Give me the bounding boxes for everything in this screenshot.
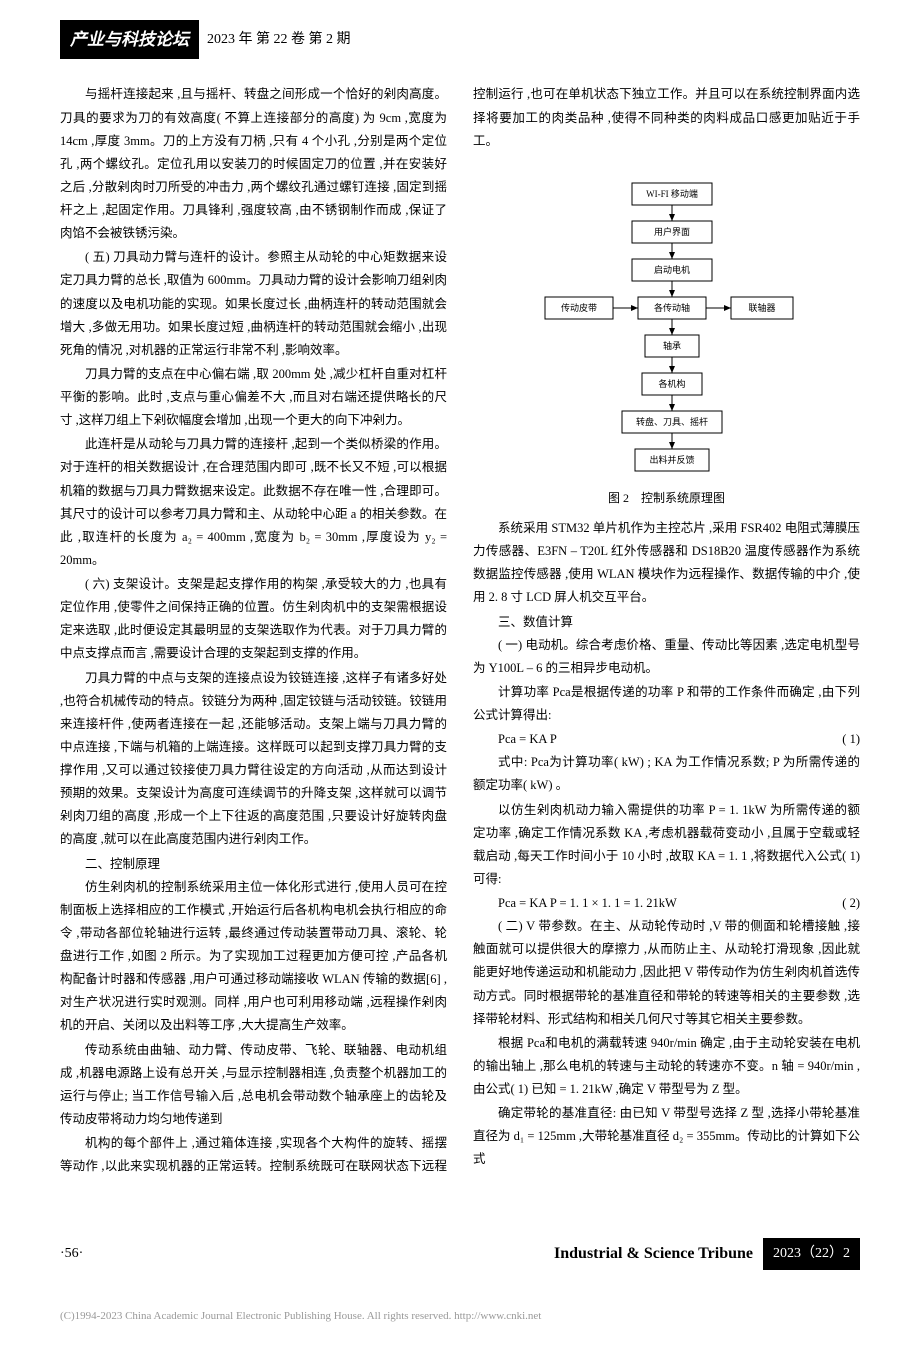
para: 与摇杆连接起来 ,且与摇杆、转盘之间形成一个恰好的剁肉高度。刀具的要求为刀的有效… xyxy=(60,83,447,245)
control-system-diagram: WI-FI 移动端用户界面启动电机传动皮带 各传动轴 联轴器轴承各机构转盘、刀具、摇… xyxy=(517,163,817,483)
page-header: 产业与科技论坛 2023 年 第 22 卷 第 2 期 xyxy=(60,20,860,59)
svg-text:各传动轴: 各传动轴 xyxy=(653,302,689,313)
equation-2: Pca = KA P = 1. 1 × 1. 1 = 1. 21kW ( 2) xyxy=(473,892,860,915)
para: ( 五) 刀具动力臂与连杆的设计。参照主从动轮的中心矩数据来设定刀具力臂的总长 … xyxy=(60,246,447,362)
equation-1-body: Pca = KA P xyxy=(473,728,557,751)
journal-name-cn: 产业与科技论坛 xyxy=(60,20,199,59)
para: 仿生剁肉机的控制系统采用主位一体化形式进行 ,使用人员可在控制面板上选择相应的工… xyxy=(60,876,447,1038)
svg-text:各机构: 各机构 xyxy=(658,378,685,389)
page-number: ·56· xyxy=(60,1241,83,1267)
svg-text:转盘、刀具、摇杆: 转盘、刀具、摇杆 xyxy=(635,416,707,427)
issue-info-cn: 2023 年 第 22 卷 第 2 期 xyxy=(207,27,351,53)
para: 根据 Pca和电机的满载转速 940r/min 确定 ,由于主动轮安装在电机的输… xyxy=(473,1032,860,1101)
svg-text:传动皮带: 传动皮带 xyxy=(560,302,596,313)
issue-info-en: 2023（22）2 xyxy=(763,1238,860,1270)
para: ( 六) 支架设计。支架是起支撑作用的构架 ,承受较大的力 ,也具有定位作用 ,… xyxy=(60,573,447,666)
svg-text:出料并反馈: 出料并反馈 xyxy=(649,454,694,465)
para: ( 二) V 带参数。在主、从动轮传动时 ,V 带的侧面和轮槽接触 ,接触面就可… xyxy=(473,915,860,1031)
figure-2: WI-FI 移动端用户界面启动电机传动皮带 各传动轴 联轴器轴承各机构转盘、刀具、摇… xyxy=(473,163,860,509)
equation-2-num: ( 2) xyxy=(817,892,860,915)
svg-text:WI-FI 移动端: WI-FI 移动端 xyxy=(646,188,698,199)
svg-text:联轴器: 联轴器 xyxy=(748,302,775,313)
para: 计算功率 Pca是根据传递的功率 P 和带的工作条件而确定 ,由下列公式计算得出… xyxy=(473,681,860,727)
page-footer: ·56· Industrial & Science Tribune 2023（2… xyxy=(60,1238,860,1270)
equation-1-num: ( 1) xyxy=(817,728,860,751)
para: 系统采用 STM32 单片机作为主控芯片 ,采用 FSR402 电阻式薄膜压力传… xyxy=(473,517,860,610)
svg-text:启动电机: 启动电机 xyxy=(653,264,689,275)
body-columns: 与摇杆连接起来 ,且与摇杆、转盘之间形成一个恰好的剁肉高度。刀具的要求为刀的有效… xyxy=(60,83,860,1178)
journal-name-en: Industrial & Science Tribune xyxy=(554,1239,753,1269)
equation-2-body: Pca = KA P = 1. 1 × 1. 1 = 1. 21kW xyxy=(473,892,677,915)
section-2-title: 二、控制原理 xyxy=(60,853,447,876)
para: 刀具力臂的支点在中心偏右端 ,取 200mm 处 ,减少杠杆自重对杠杆平衡的影响… xyxy=(60,363,447,432)
figure-2-caption: 图 2 控制系统原理图 xyxy=(473,487,860,509)
para: 以仿生剁肉机动力输入需提供的功率 P = 1. 1kW 为所需传递的额定功率 ,… xyxy=(473,799,860,892)
section-3-title: 三、数值计算 xyxy=(473,611,860,634)
para: 式中: Pca为计算功率( kW) ; KA 为工作情况系数; P 为所需传递的… xyxy=(473,751,860,797)
copyright-line: (C)1994-2023 China Academic Journal Elec… xyxy=(60,1306,860,1326)
svg-text:用户界面: 用户界面 xyxy=(653,226,689,237)
para: 刀具力臂的中点与支架的连接点设为铰链连接 ,这样子有诸多好处 ,也符合机械传动的… xyxy=(60,667,447,852)
svg-text:轴承: 轴承 xyxy=(662,340,680,351)
para: ( 一) 电动机。综合考虑价格、重量、传动比等因素 ,选定电机型号为 Y100L… xyxy=(473,634,860,680)
equation-1: Pca = KA P ( 1) xyxy=(473,728,860,751)
para: 确定带轮的基准直径: 由已知 V 带型号选择 Z 型 ,选择小带轮基准直径为 d… xyxy=(473,1102,860,1171)
para: 此连杆是从动轮与刀具力臂的连接杆 ,起到一个类似桥梁的作用。对于连杆的相关数据设… xyxy=(60,433,447,572)
para: 传动系统由曲轴、动力臂、传动皮带、飞轮、联轴器、电动机组成 ,机器电源路上设有总… xyxy=(60,1039,447,1132)
